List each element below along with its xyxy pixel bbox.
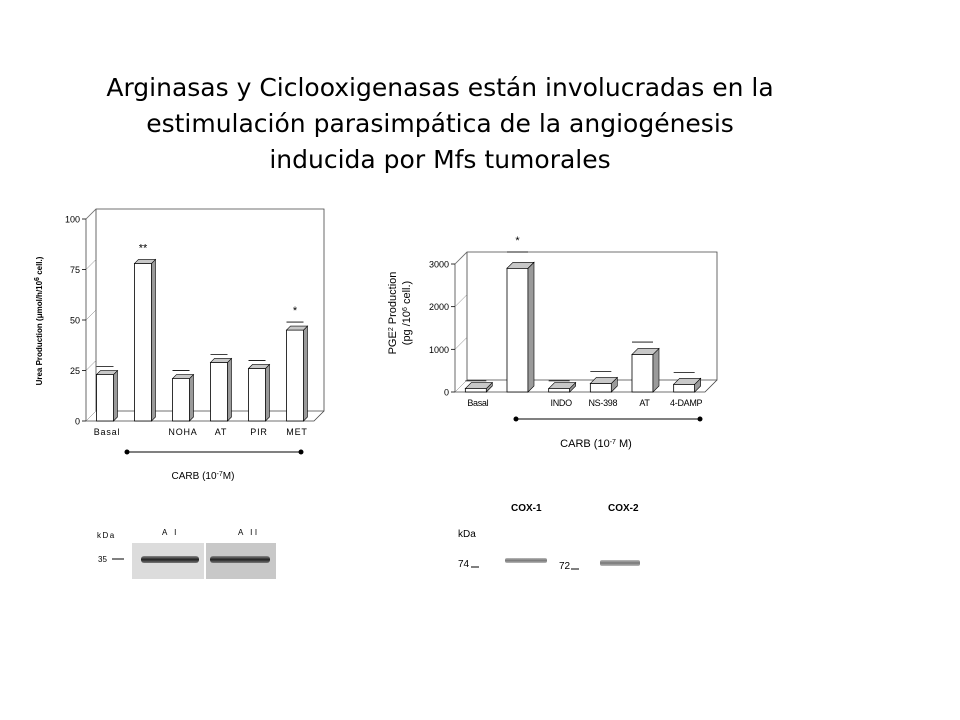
urea-bar [210,362,228,422]
blot1-kda-label: kDa [97,531,116,540]
urea-bar-top [247,364,271,369]
urea-carb-dot-right [298,449,304,455]
pge2-ytick-label: 2000 [429,302,449,312]
pge2-bar [589,383,612,393]
urea-significance: * [293,305,298,317]
pge2-bar [464,388,487,393]
urea-bar-side [113,369,118,422]
blot2-marker-74: 74 [458,559,470,570]
cox-blot: COX-1 COX-2 kDa 74 72 [458,503,640,572]
urea-significance: ** [139,242,148,254]
urea-bar-top [285,325,309,331]
urea-ytick-label: 25 [70,366,80,376]
urea-bar-side [151,258,156,422]
pge2-carb-dot-left [513,416,519,422]
urea-floor [86,410,325,422]
pge2-bar [631,354,654,393]
pge2-frame [454,251,718,392]
urea-category-label: NOHA [168,427,197,437]
title-line-1: Arginasas y Ciclooxigenasas están involu… [106,73,774,102]
blot1-lane-label-1: A I [162,528,179,537]
pge2-ytick-diag [454,294,468,307]
urea-category-label: MET [286,427,307,437]
pge2-ylabel: PGE2 Production [387,272,399,355]
urea-category-label: AT [215,427,227,437]
pge2-bar-top [506,261,535,269]
urea-bar-top [133,259,157,264]
urea-ytick-diag [85,259,97,270]
pge2-bar-side [652,347,660,393]
slide-title: Arginasas y Ciclooxigenasas están involu… [30,70,850,178]
urea-ytick-diag [85,360,97,371]
urea-bar-top [95,370,119,375]
urea-bar-top [209,358,233,363]
blot2-marker-72: 72 [559,561,571,572]
pge2-ytick-label: 1000 [429,345,449,355]
blot2-band-cox1 [505,558,547,563]
urea-bar-side [189,373,194,422]
pge2-ytick-label: 3000 [429,260,449,270]
pge2-category-label: INDO [551,398,573,408]
pge2-chart: 0 1000 2000 3000 Basal * INDO NS-398 AT 4-DAMP CAR… [387,235,718,450]
pge2-bar-side [527,261,535,393]
pge2-ytick-diag [454,337,468,350]
urea-ytick-label: 100 [65,215,80,225]
pge2-ylabel-2: (pg /106 cell.) [401,281,413,345]
pge2-category-label: 4-DAMP [670,398,703,408]
urea-bar-side [303,325,308,422]
urea-xlabel: CARB (10-7M) [172,471,235,483]
pge2-ytick-diag [454,251,468,265]
pge2-bar-top [589,377,619,384]
urea-bar [134,263,152,422]
urea-ytick-diag [85,208,97,220]
pge2-bar [506,267,529,393]
blot2-lane-label-1: COX-1 [511,503,542,514]
pge2-significance: * [515,235,520,247]
pge2-xlabel: CARB (10-7 M) [560,438,632,450]
arginase-blot: kDa A I A II 35 [97,528,276,579]
urea-ylabel: Urea Production (μmol/h/106 cell.) [34,256,45,385]
title-line-2: estimulación parasimpática de la angiogé… [146,109,734,138]
pge2-bar-top [631,348,660,355]
pge2-category-label: NS-398 [588,398,617,408]
pge2-floor [455,379,718,393]
pge2-category-label: Basal [467,398,488,408]
pge2-bar-top [672,378,702,385]
urea-category-label: PIR [250,427,267,437]
pge2-ytick-diag [454,379,468,393]
pge2-category-label: AT [639,398,650,408]
pge2-bar-top [547,382,577,389]
urea-bar-side [227,357,232,422]
blot1-band-1 [141,556,199,563]
urea-ytick-diag [85,410,97,422]
urea-bar [172,378,190,422]
blot2-kda-label: kDa [458,529,476,540]
urea-ytick-diag [85,309,97,321]
urea-ytick-label: 0 [75,417,80,427]
blot2-band-cox2 [600,560,640,566]
pge2-carb-dot-right [697,416,703,422]
blot1-marker-35: 35 [98,555,107,564]
pge2-bar-top [464,382,494,389]
urea-ytick-label: 50 [70,316,80,326]
pge2-ytick-label: 0 [444,388,449,398]
urea-bar [286,329,304,422]
urea-carb-dot-left [124,449,130,455]
title-line-3: inducida por Mfs tumorales [269,145,611,174]
blot1-band-2 [210,556,270,563]
urea-category-label: Basal [94,427,121,437]
urea-chart: 0 25 50 75 100 Basal ** NOHA AT PIR * MET CARB (10-7… [34,208,325,483]
blot1-lane-label-2: A II [238,528,260,537]
pge2-bar [548,388,571,393]
urea-bar [96,374,114,422]
urea-bar [248,368,266,422]
urea-ytick-label: 75 [70,265,80,275]
urea-bar-top [171,374,195,379]
urea-bar-side [265,363,270,422]
pge2-bar [673,383,696,393]
blot2-lane-label-2: COX-2 [608,503,639,514]
